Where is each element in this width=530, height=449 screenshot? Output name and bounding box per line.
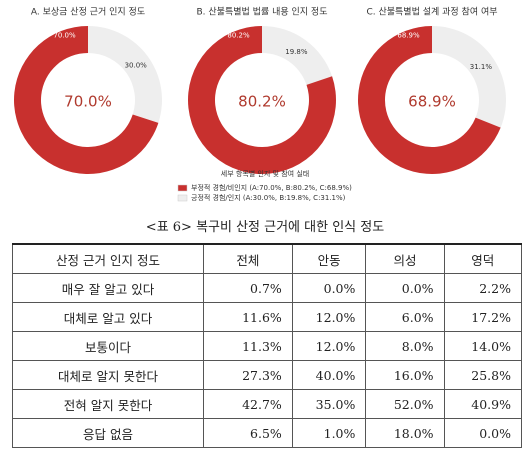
center-label: 68.9% (408, 93, 456, 111)
table-cell: 40.9% (443, 389, 523, 419)
table-row: 산정 근거 인지 정도 전체 안동 의성 영덕 (12, 243, 523, 274)
charts: A. 보상금 산정 근거 인지 정도 30.0% 70.0% 70.0% B. 산불특별… (14, 6, 506, 202)
legend-label: 긍정적 경험/인지 (A:30.0%, B:19.8%, C:31.1%) (191, 193, 346, 202)
table-cell: 16.0% (365, 360, 445, 390)
slice-label: 80.2% (227, 32, 250, 40)
donut-slice (262, 26, 333, 85)
slice-label: 70.0% (53, 32, 76, 40)
chart-title: B. 산불특별법 법률 내용 인지 정도 (197, 7, 328, 18)
chart-title: C. 산불특별법 설계 과정 참여 여부 (366, 6, 497, 18)
table-row: 보통이다 11.3% 12.0% 8.0% 14.0% (12, 331, 523, 361)
table-cell: 12.0% (291, 331, 367, 361)
table-cell: 영덕 (443, 243, 523, 274)
table-cell: 산정 근거 인지 정도 (12, 243, 204, 274)
table-cell: 대체로 알지 못한다 (12, 360, 204, 390)
table-cell: 0.7% (203, 273, 293, 303)
table-cell: 8.0% (365, 331, 445, 361)
table: 산정 근거 인지 정도 전체 안동 의성 영덕 매우 잘 알고 있다 0.7% 0.0% 0.0… (12, 243, 523, 448)
table-cell: 35.0% (291, 389, 367, 419)
table-cell: 의성 (365, 243, 445, 274)
table-row: 대체로 알고 있다 11.6% 12.0% 6.0% 17.2% (12, 302, 523, 332)
table-cell: 1.0% (291, 418, 367, 448)
donut-slice (358, 26, 501, 175)
table-cell: 0.0% (443, 418, 523, 448)
table-cell: 0.0% (291, 273, 367, 303)
table-cell: 대체로 알고 있다 (12, 302, 204, 332)
table-cell: 27.3% (203, 360, 293, 390)
table-cell: 42.7% (203, 389, 293, 419)
table-cell: 12.0% (291, 302, 367, 332)
donut-slice (432, 26, 506, 128)
legend-label: 부정적 경험/비인지 (A:70.0%, B:80.2%, C:68.9%) (191, 183, 352, 192)
table-cell: 전혀 알지 못한다 (12, 389, 204, 419)
table-cell: 안동 (291, 243, 367, 274)
table-cell: 11.6% (203, 302, 293, 332)
table-cell: 18.0% (365, 418, 445, 448)
chart-title: A. 보상금 산정 근거 인지 정도 (31, 7, 145, 18)
slice-label: 30.0% (125, 61, 148, 69)
legend-title: 세부 항목별 인지 및 참여 실태 (221, 169, 309, 178)
slice-label: 19.8% (285, 48, 308, 56)
table-row: 대체로 알지 못한다 27.3% 40.0% 16.0% 25.8% (12, 360, 523, 390)
table-row: 매우 잘 알고 있다 0.7% 0.0% 0.0% 2.2% (12, 273, 523, 303)
table-cell: 40.0% (291, 360, 367, 390)
table-cell: 보통이다 (12, 331, 204, 361)
table-row: 응답 없음 6.5% 1.0% 18.0% 0.0% (12, 418, 523, 448)
table-caption: <표 6> 복구비 산정 근거에 대한 인식 정도 (145, 220, 385, 235)
slice-label: 68.9% (397, 32, 420, 40)
table-cell: 6.5% (203, 418, 293, 448)
table-cell: 14.0% (443, 331, 523, 361)
table-cell: 6.0% (365, 302, 445, 332)
legend-swatch (177, 184, 188, 192)
table-cell: 전체 (203, 243, 293, 274)
donut-slice (88, 26, 162, 123)
donut-slice (187, 26, 336, 174)
table-cell: 11.3% (203, 331, 293, 361)
table-cell: 52.0% (365, 389, 445, 419)
center-label: 80.2% (238, 93, 286, 111)
table-cell: 매우 잘 알고 있다 (12, 273, 204, 303)
table-cell: 2.2% (443, 273, 523, 303)
donut-slice (14, 26, 159, 174)
table-cell: 응답 없음 (12, 418, 204, 448)
center-label: 70.0% (64, 93, 112, 111)
table-cell: 25.8% (443, 360, 523, 390)
table-cell: 0.0% (365, 273, 445, 303)
slice-label: 31.1% (470, 63, 493, 71)
legend-swatch (177, 194, 188, 202)
table-row: 전혀 알지 못한다 42.7% 35.0% 52.0% 40.9% (12, 389, 523, 419)
table-cell: 17.2% (443, 302, 523, 332)
